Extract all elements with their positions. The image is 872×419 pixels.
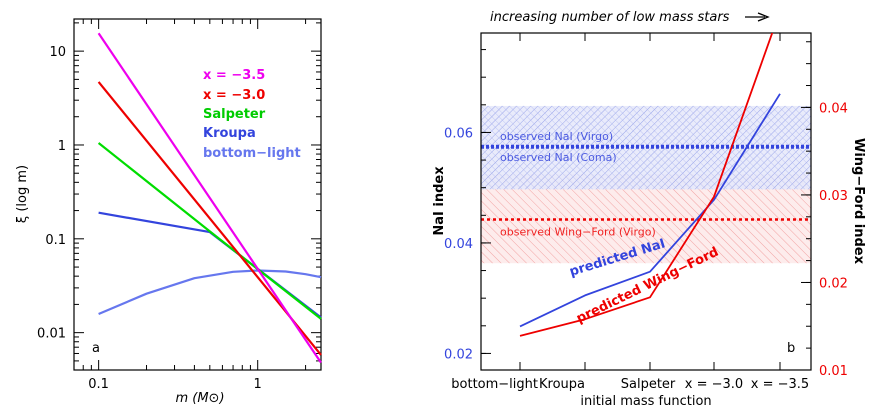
legend-kroupa: Kroupa — [203, 126, 256, 141]
panel-a-label: a — [92, 341, 100, 356]
panel-b-ylabel-left: NaI index — [432, 166, 447, 236]
y-tick-label: 0.1 — [45, 233, 66, 248]
panel-a-frame — [73, 18, 322, 371]
y-tick-label: 10 — [49, 45, 66, 60]
legend-x35: x = −3.5 — [203, 68, 265, 83]
x-tick-label: 1 — [254, 377, 262, 392]
category-label: x = −3.5 — [751, 377, 809, 392]
right-tick-label: 0.01 — [819, 364, 848, 379]
panel-b-ylabel-right: Wing−Ford index — [851, 138, 866, 265]
right-tick-label: 0.04 — [819, 101, 848, 116]
observed-label-0: observed NaI (Virgo) — [500, 130, 613, 143]
panel-a: 0.1 1 0.01 0.1 1 10 a m (M⊙) ξ (log m) x = −3… — [15, 18, 322, 406]
panel-a-xlabel: m (M⊙) — [175, 391, 224, 406]
right-tick-label: 0.02 — [819, 276, 848, 291]
top-arrow-label: increasing number of low mass stars — [490, 10, 730, 25]
y-tick-label: 1 — [58, 139, 66, 154]
series-line-4 — [98, 269, 322, 316]
left-tick-label: 0.06 — [444, 126, 473, 141]
legend-bottom-light: bottom−light — [203, 146, 301, 161]
legend-x30: x = −3.0 — [203, 88, 265, 103]
panel-b-xlabel: initial mass function — [580, 394, 711, 409]
series-line-0 — [97, 32, 322, 364]
predicted-line-1 — [519, 33, 774, 337]
legend-salpeter: Salpeter — [203, 107, 266, 122]
category-label: bottom−light — [451, 377, 538, 392]
panel-b-frame — [480, 32, 812, 371]
panel-a-ylabel: ξ (log m) — [15, 165, 30, 223]
panel-b-plot — [519, 33, 781, 337]
series-line-3 — [98, 211, 322, 319]
panel-b-label: b — [787, 341, 795, 356]
panel-a-legend: x = −3.5 x = −3.0 Salpeter Kroupa bottom… — [203, 68, 301, 161]
arrow-right-icon — [757, 12, 770, 22]
category-label: Salpeter — [621, 377, 676, 392]
y-tick-label: 0.01 — [37, 327, 66, 342]
series-line-2 — [97, 142, 322, 320]
top-arrow: increasing number of low mass stars — [490, 10, 770, 25]
x-tick-label: 0.1 — [88, 377, 109, 392]
category-label: x = −3.0 — [685, 377, 743, 392]
observed-label-1: observed NaI (Coma) — [500, 151, 617, 164]
left-tick-label: 0.04 — [444, 237, 473, 252]
predicted-line-0 — [519, 93, 781, 328]
left-tick-label: 0.02 — [444, 347, 473, 362]
category-label: Kroupa — [539, 377, 585, 392]
observed-label-2: observed Wing−Ford (Virgo) — [500, 225, 656, 238]
panel-b: 0.02 0.04 0.06 0.01 0.02 0.03 0.04 bottom−light… — [432, 10, 866, 409]
right-tick-label: 0.03 — [819, 189, 848, 204]
